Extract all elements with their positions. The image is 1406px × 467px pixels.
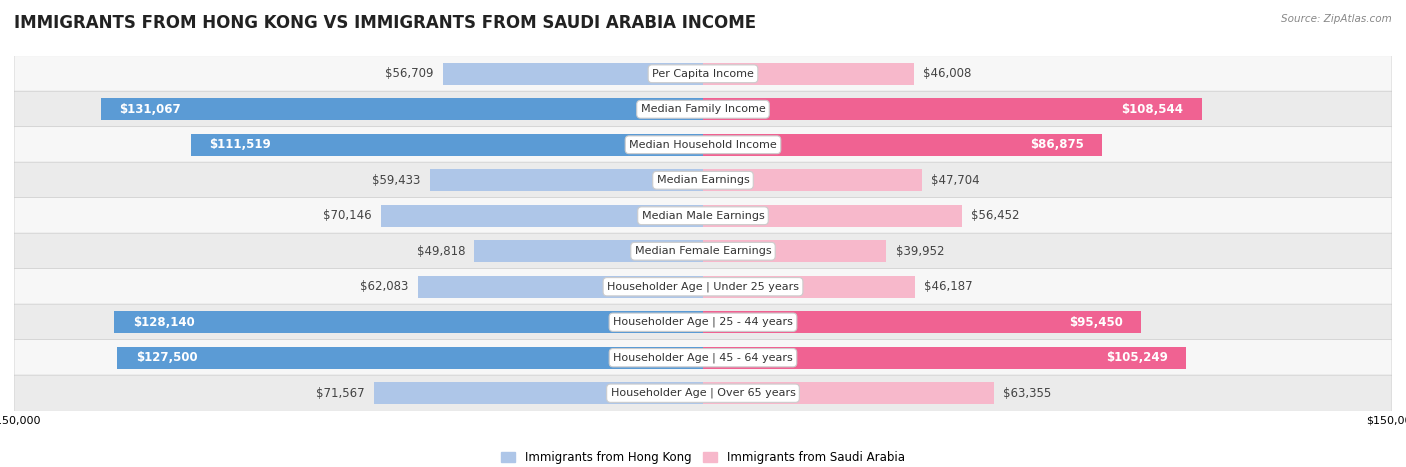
Text: Median Female Earnings: Median Female Earnings bbox=[634, 246, 772, 256]
Text: Householder Age | Over 65 years: Householder Age | Over 65 years bbox=[610, 388, 796, 398]
Text: $46,187: $46,187 bbox=[924, 280, 973, 293]
Text: $111,519: $111,519 bbox=[209, 138, 271, 151]
Text: $71,567: $71,567 bbox=[316, 387, 366, 400]
Text: Householder Age | Under 25 years: Householder Age | Under 25 years bbox=[607, 282, 799, 292]
FancyBboxPatch shape bbox=[14, 56, 1392, 92]
Bar bbox=[191, 134, 703, 156]
Bar bbox=[703, 347, 1187, 369]
Text: Median Earnings: Median Earnings bbox=[657, 175, 749, 185]
Bar bbox=[703, 276, 915, 298]
FancyBboxPatch shape bbox=[14, 162, 1392, 198]
Bar bbox=[418, 276, 703, 298]
Text: Median Household Income: Median Household Income bbox=[628, 140, 778, 150]
FancyBboxPatch shape bbox=[14, 375, 1392, 411]
Text: $46,008: $46,008 bbox=[924, 67, 972, 80]
FancyBboxPatch shape bbox=[14, 198, 1392, 234]
Text: IMMIGRANTS FROM HONG KONG VS IMMIGRANTS FROM SAUDI ARABIA INCOME: IMMIGRANTS FROM HONG KONG VS IMMIGRANTS … bbox=[14, 14, 756, 32]
Bar bbox=[703, 63, 914, 85]
Bar bbox=[101, 98, 703, 120]
Text: $108,544: $108,544 bbox=[1121, 103, 1184, 116]
Text: $62,083: $62,083 bbox=[360, 280, 409, 293]
Bar bbox=[703, 205, 962, 227]
FancyBboxPatch shape bbox=[14, 233, 1392, 269]
Text: $47,704: $47,704 bbox=[931, 174, 980, 187]
Text: $86,875: $86,875 bbox=[1029, 138, 1084, 151]
Bar bbox=[703, 98, 1202, 120]
Bar bbox=[430, 169, 703, 191]
Text: $59,433: $59,433 bbox=[373, 174, 420, 187]
Bar bbox=[443, 63, 703, 85]
Text: $49,818: $49,818 bbox=[416, 245, 465, 258]
Text: Householder Age | 25 - 44 years: Householder Age | 25 - 44 years bbox=[613, 317, 793, 327]
Text: $56,709: $56,709 bbox=[385, 67, 433, 80]
Legend: Immigrants from Hong Kong, Immigrants from Saudi Arabia: Immigrants from Hong Kong, Immigrants fr… bbox=[496, 446, 910, 467]
FancyBboxPatch shape bbox=[14, 91, 1392, 127]
Bar bbox=[703, 311, 1142, 333]
FancyBboxPatch shape bbox=[14, 127, 1392, 163]
Text: $63,355: $63,355 bbox=[1002, 387, 1052, 400]
Text: Median Male Earnings: Median Male Earnings bbox=[641, 211, 765, 221]
Text: $39,952: $39,952 bbox=[896, 245, 945, 258]
Text: $70,146: $70,146 bbox=[323, 209, 371, 222]
Bar bbox=[114, 311, 703, 333]
Bar bbox=[381, 205, 703, 227]
Bar bbox=[703, 169, 922, 191]
FancyBboxPatch shape bbox=[14, 340, 1392, 376]
FancyBboxPatch shape bbox=[14, 304, 1392, 340]
Text: Median Family Income: Median Family Income bbox=[641, 104, 765, 114]
Bar bbox=[474, 240, 703, 262]
Bar bbox=[117, 347, 703, 369]
Text: $105,249: $105,249 bbox=[1107, 351, 1168, 364]
Text: $56,452: $56,452 bbox=[972, 209, 1019, 222]
FancyBboxPatch shape bbox=[14, 269, 1392, 305]
Bar bbox=[703, 382, 994, 404]
Bar bbox=[374, 382, 703, 404]
Bar bbox=[703, 134, 1102, 156]
Text: Householder Age | 45 - 64 years: Householder Age | 45 - 64 years bbox=[613, 353, 793, 363]
Text: $127,500: $127,500 bbox=[136, 351, 197, 364]
Bar bbox=[703, 240, 887, 262]
Text: Per Capita Income: Per Capita Income bbox=[652, 69, 754, 79]
Text: $128,140: $128,140 bbox=[132, 316, 194, 329]
Text: $95,450: $95,450 bbox=[1069, 316, 1123, 329]
Text: $131,067: $131,067 bbox=[120, 103, 181, 116]
Text: Source: ZipAtlas.com: Source: ZipAtlas.com bbox=[1281, 14, 1392, 24]
